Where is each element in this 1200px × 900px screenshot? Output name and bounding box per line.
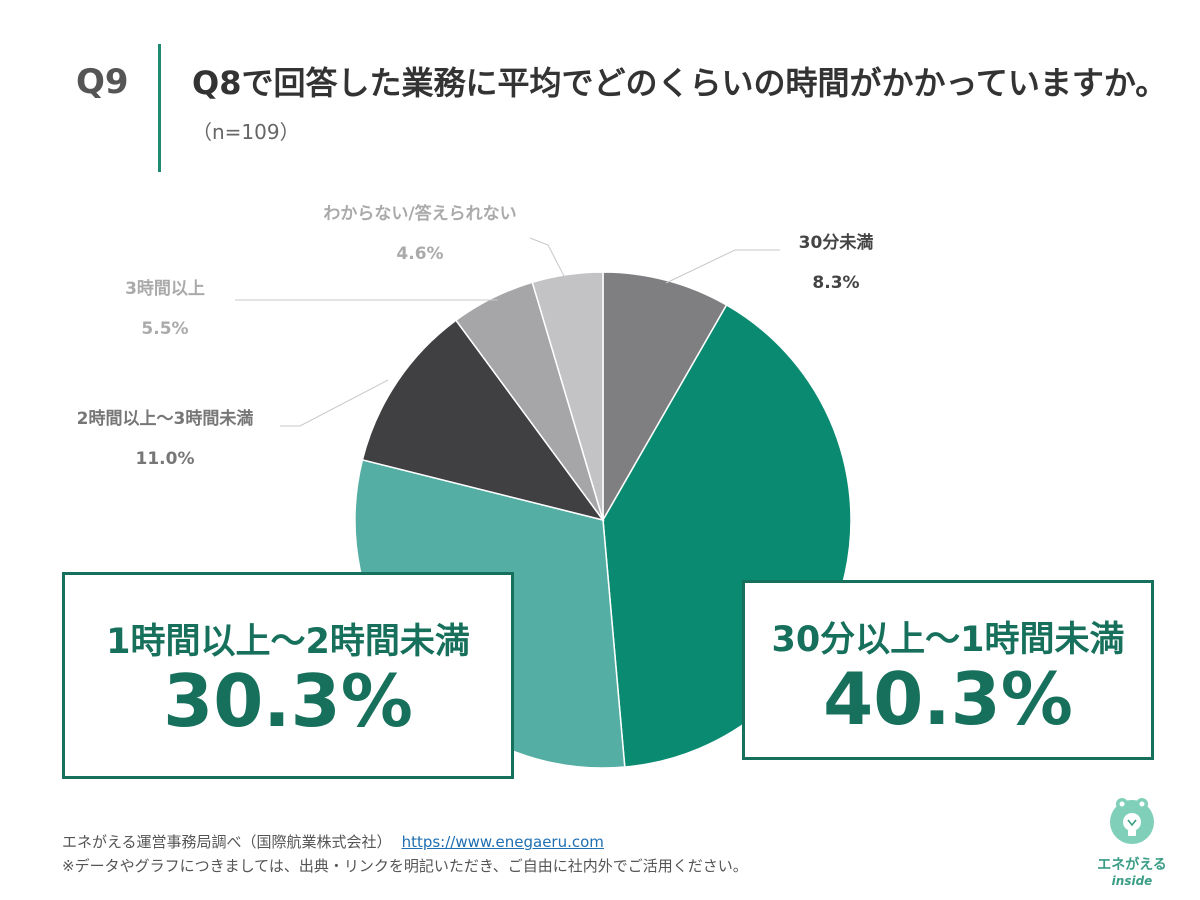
question-title: Q8で回答した業務に平均でどのくらいの時間がかかっていますか。 [192, 64, 1168, 102]
source-text: エネがえる運営事務局調べ（国際航業株式会社） [62, 833, 392, 851]
slice-label: 3時間以上 [125, 278, 205, 299]
callout-value: 40.3% [823, 657, 1073, 741]
enegaeru-logo: エネがえる inside [1082, 792, 1182, 892]
leader-line [529, 237, 566, 279]
slice-value-label: 11.0% [136, 449, 195, 469]
logo-name: エネがえる [1097, 857, 1167, 873]
sample-size: （n=109） [192, 120, 300, 144]
callout-1-2-hours: 1時間以上～2時間未満 30.3% [62, 572, 514, 779]
header-divider [158, 44, 161, 172]
callout-value: 30.3% [163, 659, 413, 743]
slice-label: 30分未満 [799, 232, 874, 253]
slice-value-label: 5.5% [141, 319, 188, 339]
callout-label: 30分以上～1時間未満 [771, 620, 1125, 660]
logo-sub: inside [1111, 874, 1153, 888]
pie-slice [602, 271, 728, 523]
slice-value-label: 8.3% [812, 273, 859, 293]
leader-line [665, 249, 780, 284]
pie-slice [361, 319, 605, 522]
slice-label: わからない/答えられない [323, 203, 516, 224]
slice-value-label: 4.6% [396, 244, 443, 264]
callout-label: 1時間以上～2時間未満 [106, 622, 470, 662]
callout-30min-1-hour: 30分以上～1時間未満 40.3% [742, 580, 1154, 760]
footer-note: ※データやグラフにつきましては、出典・リンクを明記いただき、ご自由に社内外でご活… [62, 857, 748, 875]
source-link[interactable]: https://www.enegaeru.com [401, 833, 604, 851]
pie-slice [531, 271, 604, 521]
leader-line [280, 379, 389, 427]
question-number: Q9 [76, 62, 129, 102]
lightbulb-frog-icon [1110, 798, 1154, 844]
footer-source: エネがえる運営事務局調べ（国際航業株式会社） https://www.enegae… [62, 831, 604, 852]
slice-label: 2時間以上～3時間未満 [77, 408, 254, 429]
